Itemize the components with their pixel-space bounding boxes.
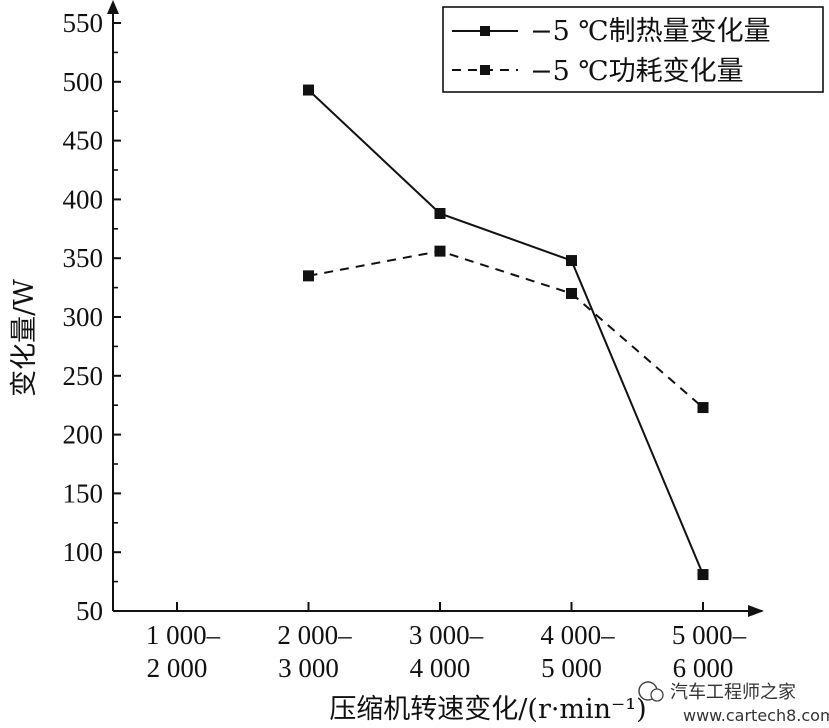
data-point — [434, 245, 446, 257]
y-tick-label: 150 — [63, 478, 104, 508]
y-tick-label: 350 — [63, 243, 104, 273]
wechat-icon-small — [650, 688, 664, 702]
x-tick-label: 6 000 — [673, 653, 734, 683]
legend-label-power: −5 ℃功耗变化量 — [530, 56, 744, 87]
x-tick-label: 3 000 — [278, 653, 339, 683]
watermark: 汽车工程师之家 www.cartech8.com — [638, 681, 829, 725]
x-axis-title: 压缩机转速变化/(r·min⁻¹) — [329, 694, 646, 725]
data-point — [303, 270, 314, 282]
legend-marker-solid — [480, 26, 490, 36]
data-point — [566, 287, 577, 299]
y-tick-label: 200 — [63, 420, 104, 450]
series-heating — [303, 84, 709, 581]
y-axis-arrow — [107, 0, 119, 14]
data-point — [566, 255, 577, 267]
y-tick-label: 100 — [63, 537, 104, 567]
legend-box — [442, 6, 824, 93]
x-tick-label: 4 000 — [410, 653, 471, 683]
x-tick-label: 2 000 — [147, 653, 208, 683]
data-point — [697, 569, 709, 581]
watermark-brand: 汽车工程师之家 — [670, 682, 796, 703]
x-tick-label: 2 000– — [277, 620, 352, 650]
legend-marker-dashed — [480, 65, 490, 75]
y-axis-title: 变化量/W — [9, 279, 40, 397]
y-tick-label: 450 — [63, 126, 104, 156]
data-point — [697, 402, 709, 414]
watermark-url: www.cartech8.com — [683, 706, 829, 725]
x-tick-label: 3 000– — [409, 620, 484, 650]
series-power — [303, 245, 709, 414]
y-tick-label: 500 — [63, 67, 104, 97]
y-tick-label: 400 — [63, 184, 104, 214]
series-layer — [303, 84, 709, 581]
data-point — [303, 84, 314, 96]
y-tick-label: 50 — [76, 596, 103, 626]
x-tick-label: 4 000– — [540, 620, 615, 650]
x-tick-label: 5 000– — [672, 620, 747, 650]
x-tick-label: 1 000– — [146, 620, 221, 650]
legend: −5 ℃制热量变化量 −5 ℃功耗变化量 — [442, 6, 824, 93]
legend-label-heating: −5 ℃制热量变化量 — [530, 16, 771, 47]
series-line — [308, 250, 704, 409]
series-line — [307, 89, 704, 575]
y-axis-ticks: 50 100 150 200 250 300 350 400 450 500 550 — [63, 8, 121, 626]
y-tick-label: 300 — [63, 302, 104, 332]
data-point — [434, 208, 446, 220]
axes — [107, 0, 764, 617]
y-tick-label: 550 — [63, 8, 104, 38]
x-tick-label: 5 000 — [541, 653, 602, 683]
y-tick-label: 250 — [63, 361, 104, 391]
x-axis-arrow — [748, 605, 764, 617]
